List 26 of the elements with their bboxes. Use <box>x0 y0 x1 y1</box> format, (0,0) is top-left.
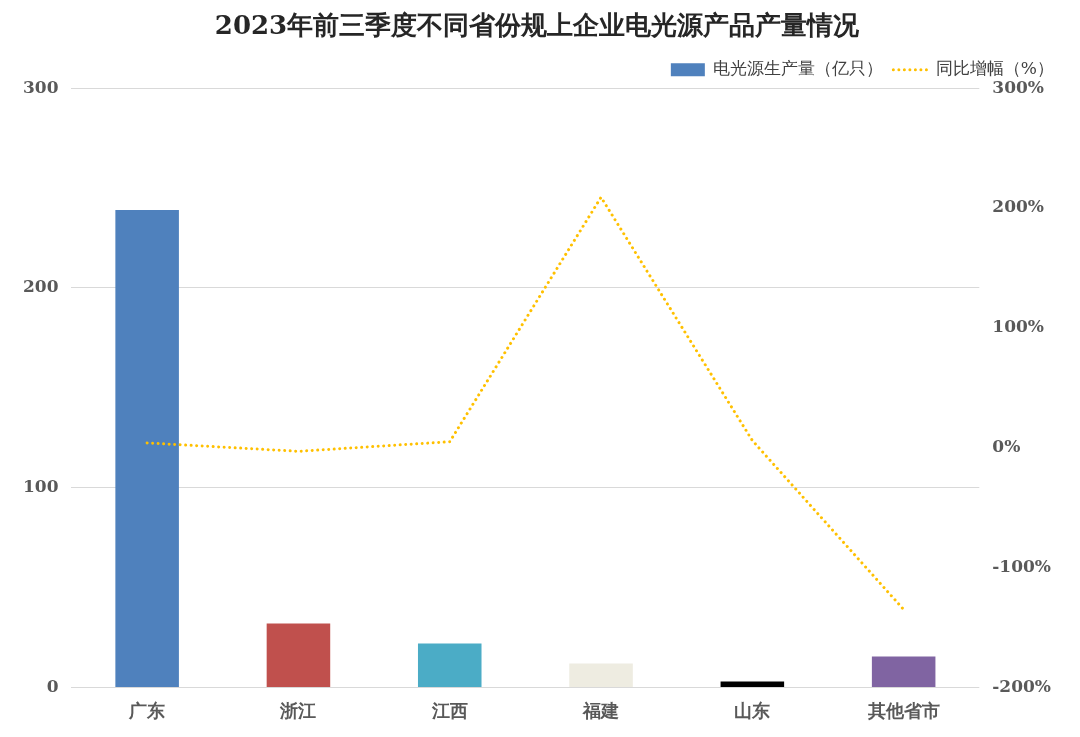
chart-title: 2023年前三季度不同省份规上企业电光源产品产量情况 <box>214 10 861 41</box>
x-tick-label: 江西 <box>430 699 468 721</box>
x-tick-label: 浙江 <box>279 699 317 721</box>
y2-tick-label: 200% <box>992 196 1044 217</box>
x-tick-label: 广东 <box>128 699 166 721</box>
y-tick-label: 300 <box>22 76 59 97</box>
y2-tick-label: 0% <box>992 436 1021 457</box>
bar <box>871 656 936 687</box>
y2-tick-label: 300% <box>992 76 1044 97</box>
y2-tick-label: -100% <box>992 555 1052 576</box>
bar <box>266 623 331 687</box>
bar <box>417 643 482 687</box>
x-tick-label: 福建 <box>582 699 620 721</box>
y2-tick-label: -200% <box>992 675 1052 696</box>
y-tick-label: 0 <box>46 675 59 696</box>
line-series <box>145 195 906 611</box>
y-tick-label: 200 <box>22 276 59 297</box>
legend-label: 同比增幅（%） <box>935 58 1054 79</box>
y2-tick-label: 100% <box>992 316 1044 337</box>
bar <box>569 663 633 687</box>
bar <box>720 681 785 687</box>
x-tick-label: 其他省市 <box>866 699 940 721</box>
x-tick-label: 山东 <box>734 699 771 721</box>
legend-label: 电光源生产量（亿只） <box>713 58 884 79</box>
bar <box>115 210 179 687</box>
y-tick-label: 100 <box>22 476 59 497</box>
